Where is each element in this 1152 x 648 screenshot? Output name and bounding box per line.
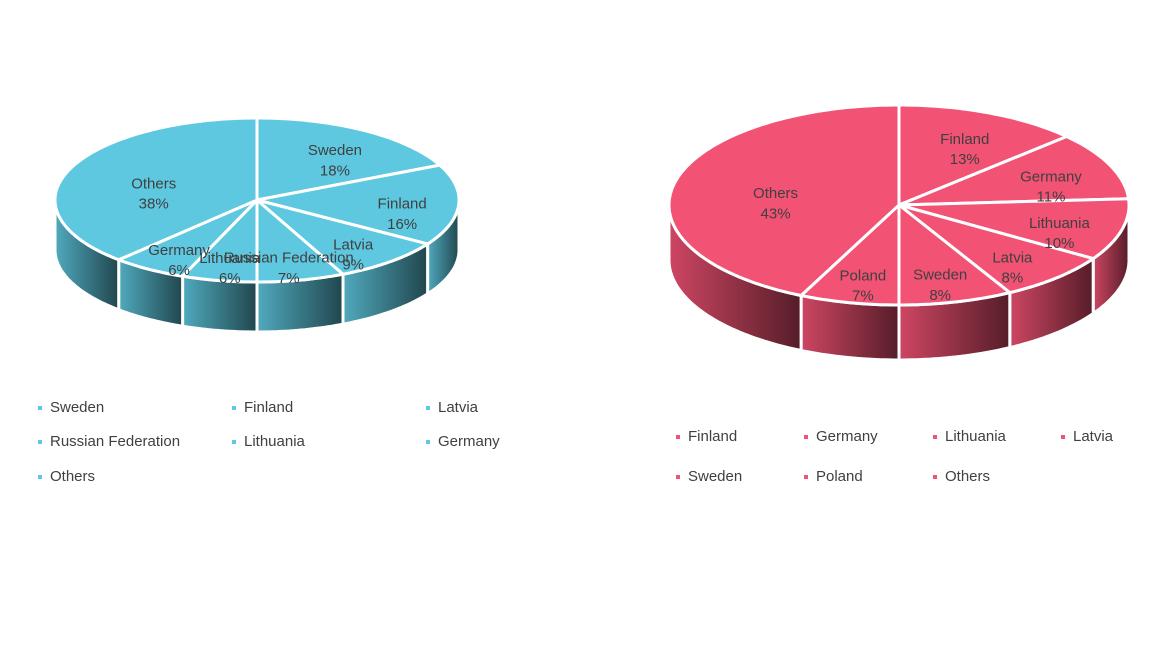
data-label: Sweden 8% bbox=[913, 267, 967, 304]
data-label: Germany 6% bbox=[148, 242, 210, 279]
legend-marker bbox=[676, 475, 680, 479]
slice bbox=[897, 197, 1131, 261]
legend-marker bbox=[933, 435, 937, 439]
legend-marker bbox=[426, 406, 430, 410]
legend-marker bbox=[38, 440, 42, 444]
data-label-value: 6% bbox=[168, 262, 190, 279]
data-label-value: 8% bbox=[929, 287, 951, 304]
slice bbox=[897, 203, 1095, 295]
legend-label: Sweden bbox=[50, 399, 104, 416]
legend-label: Germany bbox=[816, 428, 878, 445]
data-label-name: Germany bbox=[1020, 168, 1082, 185]
legend-label: Finland bbox=[688, 428, 737, 445]
data-label-name: Sweden bbox=[913, 267, 967, 284]
legend-marker bbox=[426, 440, 430, 444]
slice bbox=[255, 163, 461, 246]
data-label: Germany 11% bbox=[1020, 168, 1082, 205]
data-label-name: Germany bbox=[148, 242, 210, 259]
data-label: Finland 13% bbox=[940, 131, 989, 168]
data-label-name: Finland bbox=[378, 196, 427, 213]
data-label-value: 18% bbox=[320, 162, 350, 179]
slice bbox=[667, 103, 901, 297]
data-label: Others 38% bbox=[131, 175, 176, 212]
legend-marker bbox=[38, 406, 42, 410]
legend-marker bbox=[38, 475, 42, 479]
legend-marker bbox=[676, 435, 680, 439]
data-label-value: 43% bbox=[761, 205, 791, 222]
data-label-name: Latvia bbox=[333, 236, 374, 253]
legend-label: Poland bbox=[816, 468, 863, 485]
slice bbox=[897, 135, 1130, 207]
data-label: Others 43% bbox=[753, 185, 798, 222]
legend-marker bbox=[804, 475, 808, 479]
data-label: Latvia 8% bbox=[992, 249, 1033, 286]
slice bbox=[53, 116, 259, 262]
legend-marker bbox=[933, 475, 937, 479]
legend-label: Others bbox=[50, 468, 95, 485]
data-label-name: Russian Federation bbox=[224, 250, 354, 267]
legend-label: Lithuania bbox=[945, 428, 1007, 445]
slice bbox=[799, 203, 901, 307]
slice bbox=[897, 203, 1012, 307]
data-label: Finland 16% bbox=[378, 196, 427, 233]
data-label: Lithuania 10% bbox=[1029, 215, 1091, 252]
data-label-name: Lithuania bbox=[1029, 215, 1091, 232]
legend-marker bbox=[232, 406, 236, 410]
data-label-value: 10% bbox=[1044, 235, 1074, 252]
data-label-value: 6% bbox=[219, 270, 241, 287]
legend-label: Finland bbox=[244, 399, 293, 416]
data-label: Poland 7% bbox=[840, 267, 887, 304]
data-label-name: Finland bbox=[940, 131, 989, 148]
data-label-value: 11% bbox=[1037, 189, 1066, 206]
data-label: Russian Federation 7% bbox=[224, 250, 354, 287]
legend-label: Russian Federation bbox=[50, 433, 180, 450]
data-label-name: Poland bbox=[840, 267, 887, 284]
data-label: Lithuania 6% bbox=[199, 250, 261, 287]
legend-label: Latvia bbox=[438, 399, 479, 416]
legend-label: Others bbox=[945, 468, 990, 485]
data-label-value: 7% bbox=[278, 270, 300, 287]
slice bbox=[117, 198, 259, 278]
legend-label: Germany bbox=[438, 433, 500, 450]
legend-marker bbox=[804, 435, 808, 439]
legend-marker bbox=[1061, 435, 1065, 439]
data-label: Latvia 9% bbox=[333, 236, 374, 273]
slice bbox=[255, 198, 430, 276]
data-label-name: Others bbox=[131, 175, 176, 192]
legend-label: Latvia bbox=[1073, 428, 1114, 445]
slice bbox=[255, 198, 345, 284]
data-label-value: 13% bbox=[950, 151, 980, 168]
data-label: Sweden 18% bbox=[308, 142, 362, 179]
slice bbox=[897, 103, 1069, 207]
legend-marker bbox=[232, 440, 236, 444]
data-label-value: 38% bbox=[139, 196, 169, 213]
data-label-value: 7% bbox=[852, 287, 874, 304]
data-label-name: Latvia bbox=[992, 249, 1033, 266]
data-label-value: 9% bbox=[342, 257, 364, 274]
data-label-value: 8% bbox=[1002, 270, 1024, 287]
legend-label: Lithuania bbox=[244, 433, 306, 450]
data-label-name: Sweden bbox=[308, 142, 362, 159]
data-label-name: Lithuania bbox=[199, 250, 261, 267]
data-label-value: 16% bbox=[387, 216, 417, 233]
legend-label: Sweden bbox=[688, 468, 742, 485]
slice bbox=[255, 116, 442, 202]
data-label-name: Others bbox=[753, 185, 798, 202]
